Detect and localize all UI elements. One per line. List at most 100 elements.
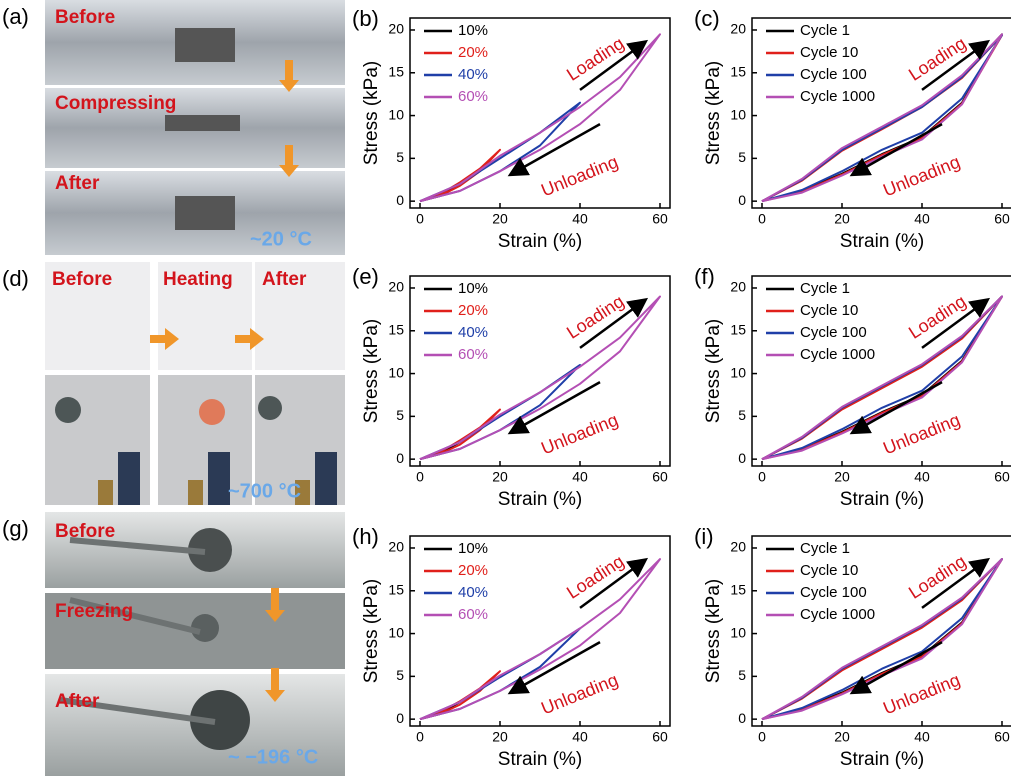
y-tick-label: 20 <box>388 21 404 37</box>
x-tick-label: 0 <box>758 729 766 745</box>
photo-label: After <box>55 173 100 194</box>
x-tick-label: 20 <box>834 469 850 485</box>
annotation: Loading <box>905 551 970 603</box>
legend-label: 60% <box>458 88 488 105</box>
photo-label: Compressing <box>55 93 176 114</box>
panel-label: (g) <box>2 516 29 541</box>
y-tick-label: 15 <box>388 581 404 597</box>
y-tick-label: 15 <box>388 321 404 337</box>
annotation: Unloading <box>538 410 621 459</box>
legend-label: 60% <box>458 346 488 363</box>
y-tick-label: 10 <box>730 364 746 380</box>
y-tick-label: 5 <box>738 149 746 165</box>
plot-frame <box>752 276 1011 466</box>
legend-label: Cycle 10 <box>800 44 858 61</box>
legend-label: Cycle 1000 <box>800 346 875 363</box>
y-axis-title: Stress (kPa) <box>361 579 382 684</box>
x-axis-title: Strain (%) <box>498 749 582 770</box>
series-line <box>762 34 1002 201</box>
series-line <box>762 297 1002 460</box>
panel-label: (e) <box>352 264 379 289</box>
photo-label: After <box>262 269 307 290</box>
annotation: Loading <box>905 291 970 343</box>
x-tick-label: 40 <box>572 469 588 485</box>
x-tick-label: 60 <box>994 469 1010 485</box>
legend-label: Cycle 1 <box>800 280 850 297</box>
panel-label: (d) <box>2 266 29 291</box>
y-tick-label: 15 <box>388 63 404 79</box>
series-line <box>420 559 660 719</box>
legend-label: Cycle 100 <box>800 584 867 601</box>
plot-frame <box>410 18 670 208</box>
y-tick-label: 5 <box>738 407 746 423</box>
y-tick-label: 10 <box>388 624 404 640</box>
legend-label: Cycle 100 <box>800 324 867 341</box>
series-line <box>420 410 500 460</box>
photo-label: Heating <box>163 269 233 290</box>
y-tick-label: 10 <box>388 106 404 122</box>
photo-label: Before <box>52 269 112 290</box>
legend-label: Cycle 100 <box>800 66 867 83</box>
legend-label: 40% <box>458 324 488 341</box>
legend-label: 20% <box>458 302 488 319</box>
series-line <box>762 559 1002 719</box>
legend-label: 10% <box>458 22 488 39</box>
y-tick-label: 5 <box>396 667 404 683</box>
x-tick-label: 60 <box>994 729 1010 745</box>
series-line <box>762 34 1002 201</box>
plot-frame <box>752 18 1011 208</box>
x-tick-label: 60 <box>652 469 668 485</box>
y-tick-label: 15 <box>730 63 746 79</box>
y-tick-label: 0 <box>738 192 746 208</box>
annotation: Unloading <box>880 670 963 719</box>
x-tick-label: 60 <box>652 211 668 227</box>
series-line <box>762 559 1002 719</box>
y-tick-label: 10 <box>730 624 746 640</box>
x-tick-label: 0 <box>416 469 424 485</box>
x-tick-label: 0 <box>416 729 424 745</box>
x-tick-label: 20 <box>492 469 508 485</box>
photo-label: Freezing <box>55 601 133 622</box>
x-tick-label: 60 <box>652 729 668 745</box>
photo-d <box>45 262 345 505</box>
x-tick-label: 60 <box>994 211 1010 227</box>
x-tick-label: 20 <box>492 211 508 227</box>
y-axis-title: Stress (kPa) <box>361 319 382 424</box>
x-tick-label: 40 <box>572 729 588 745</box>
x-axis-title: Strain (%) <box>840 749 924 770</box>
temperature: ~20 °C <box>250 228 312 250</box>
legend-label: Cycle 1000 <box>800 88 875 105</box>
legend-label: 10% <box>458 280 488 297</box>
series-line <box>762 297 1002 460</box>
annotation: Unloading <box>538 670 621 719</box>
annotation: Unloading <box>880 410 963 459</box>
panel-label: (a) <box>2 4 29 29</box>
x-axis-title: Strain (%) <box>498 231 582 252</box>
x-tick-label: 0 <box>758 469 766 485</box>
y-axis-title: Stress (kPa) <box>361 61 382 166</box>
series-line <box>420 150 500 201</box>
photo-g <box>45 512 345 776</box>
y-tick-label: 15 <box>730 321 746 337</box>
x-tick-label: 20 <box>834 729 850 745</box>
legend-label: 40% <box>458 584 488 601</box>
y-tick-label: 10 <box>388 364 404 380</box>
x-axis-title: Strain (%) <box>840 489 924 510</box>
plot-frame <box>410 276 670 466</box>
x-tick-label: 20 <box>834 211 850 227</box>
annotation: Unloading <box>880 152 963 201</box>
y-tick-label: 5 <box>396 149 404 165</box>
series-line <box>420 34 660 201</box>
legend-label: 20% <box>458 562 488 579</box>
legend-label: Cycle 10 <box>800 562 858 579</box>
y-tick-label: 20 <box>730 21 746 37</box>
photo-label: Before <box>55 521 115 542</box>
y-axis-title: Stress (kPa) <box>703 61 724 166</box>
y-tick-label: 0 <box>738 710 746 726</box>
legend-label: Cycle 1000 <box>800 606 875 623</box>
legend-label: Cycle 1 <box>800 540 850 557</box>
y-tick-label: 5 <box>738 667 746 683</box>
panel-label: (c) <box>694 6 720 31</box>
y-axis-title: Stress (kPa) <box>703 579 724 684</box>
annotation: Loading <box>563 551 628 603</box>
